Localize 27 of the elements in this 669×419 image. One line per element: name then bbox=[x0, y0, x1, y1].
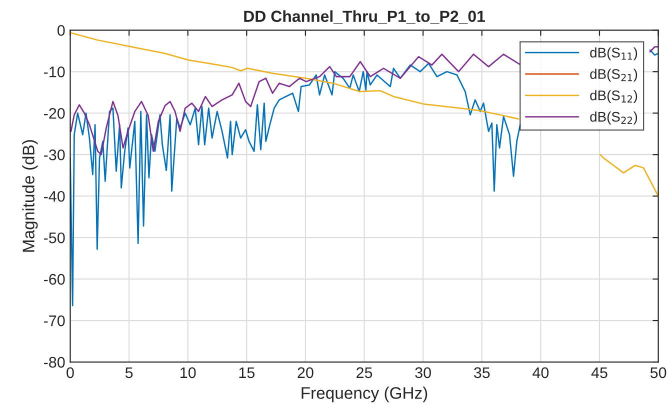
x-tick-label: 50 bbox=[650, 367, 666, 378]
x-tick-label: 0 bbox=[66, 367, 74, 378]
y-tick-label: -30 bbox=[44, 149, 65, 160]
y-tick-label: -70 bbox=[44, 315, 65, 326]
x-tick-label: 30 bbox=[415, 367, 431, 378]
legend-label: dB(S$_{11}$) bbox=[590, 47, 638, 60]
y-tick-label: -60 bbox=[44, 274, 65, 285]
y-tick-label: 0 bbox=[57, 25, 65, 36]
x-tick-label: 25 bbox=[356, 367, 372, 378]
legend-label: dB(S$_{12}$) bbox=[590, 90, 638, 104]
y-tick-label: -20 bbox=[44, 108, 65, 119]
x-tick-label: 5 bbox=[125, 367, 133, 378]
x-tick-label: 45 bbox=[591, 367, 608, 378]
y-tick-label: -10 bbox=[44, 66, 65, 78]
x-tick-label: 40 bbox=[532, 367, 549, 378]
y-tick-label: -50 bbox=[44, 232, 65, 244]
y-tick-label: -40 bbox=[44, 190, 65, 202]
chart-title: DD Channel_Thru_P1_to_P2_01 bbox=[244, 10, 485, 24]
legend-label: dB(S$_{21}$) bbox=[590, 68, 638, 82]
x-axis-title: Frequency (GHz) bbox=[302, 386, 428, 402]
y-axis-title: Magnitude (dB) bbox=[22, 140, 38, 252]
x-tick-label: 10 bbox=[180, 367, 196, 378]
x-tick-label: 15 bbox=[239, 367, 255, 378]
legend-label: dB(S$_{22}$) bbox=[590, 112, 638, 124]
x-tick-label: 20 bbox=[298, 367, 314, 378]
x-tick-label: 35 bbox=[474, 367, 490, 378]
y-tick-label: -80 bbox=[44, 356, 65, 368]
